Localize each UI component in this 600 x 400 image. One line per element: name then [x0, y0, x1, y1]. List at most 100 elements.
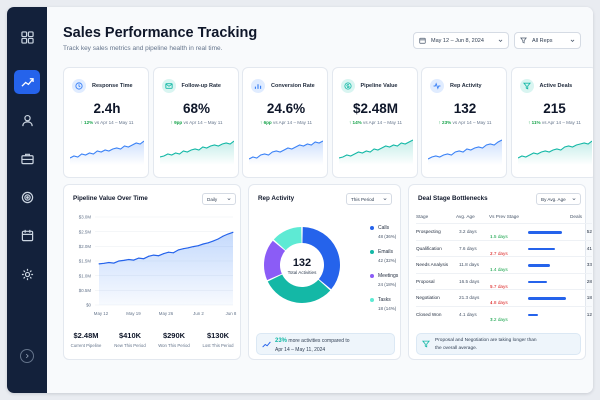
col-header-age: Avg. Age — [456, 214, 475, 219]
kpi-card-follow-up-rate[interactable]: Follow-up Rate 68% ↑ 9pp vs Apr 14 – May 1… — [152, 67, 240, 178]
chart-line-icon — [20, 77, 34, 87]
pipeline-point — [103, 262, 105, 264]
pipeline-stat: $130K Lost This Period — [198, 331, 238, 348]
x-tick-label: May 12 — [94, 311, 109, 316]
sparkline-area — [70, 141, 144, 165]
trend-up-icon — [262, 341, 271, 348]
kpi-card-pipeline-value[interactable]: Pipeline Value $2.48M ↑ 14% vs Apr 14 – Ma… — [331, 67, 419, 178]
legend-label: Emails — [378, 249, 394, 255]
sidebar — [7, 7, 47, 393]
kpi-card-conversion-rate[interactable]: Conversion Rate 24.6% ↑ 6pp vs Apr 14 – Ma… — [242, 67, 328, 178]
stat-label: Won This Period — [158, 343, 190, 348]
pulse-icon — [430, 79, 444, 93]
nav-deals[interactable] — [14, 146, 40, 170]
table-row[interactable]: Negotiation 21.3 days ↓ 4.8 days 18 — [416, 289, 592, 305]
legend-count: 42 — [378, 258, 384, 263]
date-range-picker[interactable]: May 12 – Jun 8, 2024 — [413, 32, 509, 49]
activity-period-value: This Period — [351, 196, 375, 202]
stage-deals: 33 — [586, 262, 592, 267]
sparkline-area — [517, 141, 592, 165]
stage-deals: 18 — [586, 295, 592, 300]
donut-slice-meetings[interactable] — [264, 240, 286, 281]
nav-dashboard[interactable] — [14, 25, 40, 49]
nav-goals[interactable] — [14, 185, 40, 209]
table-row[interactable]: Qualification 7.6 days ↓ 2.7 days 41 — [416, 239, 592, 256]
page-title: Sales Performance Tracking — [63, 25, 258, 41]
legend-item-calls: Calls 48 (36%) — [370, 225, 396, 239]
page-subtitle: Track key sales metrics and pipeline hea… — [63, 45, 223, 52]
main-content: Sales Performance Tracking Track key sal… — [47, 7, 593, 393]
rep-filter-value: All Reps — [532, 37, 553, 44]
bottleneck-sort-select[interactable]: By Avg. Age — [536, 193, 581, 205]
stage-bar — [528, 313, 538, 316]
legend-swatch — [370, 226, 374, 230]
pipeline-line — [98, 231, 234, 265]
stage-name: Closed Won — [416, 311, 442, 317]
stage-bar — [528, 264, 550, 267]
stage-deals: 28 — [586, 278, 592, 284]
legend-swatch — [370, 250, 374, 254]
pipeline-point — [163, 253, 165, 255]
nav-users[interactable] — [14, 108, 40, 132]
nav-analytics[interactable] — [14, 70, 40, 94]
legend-item-emails: Emails 42 (32%) — [370, 249, 396, 263]
x-tick-label: Jun 2 — [193, 311, 204, 316]
table-row[interactable]: Closed Won 4.1 days ↑ 3.2 days 12 — [416, 305, 592, 322]
pipeline-point — [197, 245, 199, 247]
sparkline-line — [249, 140, 323, 160]
bottleneck-insight: Proposal and Negotiation are taking long… — [416, 333, 581, 355]
pipeline-stat: $2.48M Current Pipeline — [66, 331, 106, 348]
pipeline-point — [153, 254, 155, 256]
stage-deals: 12 — [586, 311, 592, 317]
x-tick-label: May 26 — [159, 311, 174, 316]
dollar-icon — [340, 79, 355, 93]
donut-slice-tasks[interactable] — [273, 227, 302, 251]
collapse-sidebar-button[interactable] — [20, 349, 34, 363]
kpi-change: ↑ 9pp vs Apr 14 – May 11 — [154, 120, 240, 125]
sparkline-line — [338, 139, 413, 159]
x-tick-label: May 19 — [126, 311, 141, 316]
nav-settings[interactable] — [14, 262, 40, 286]
kpi-change-period: vs Apr 14 – May 11 — [273, 120, 312, 125]
stat-label: Current Pipeline — [70, 343, 102, 348]
donut-slice-emails[interactable] — [267, 274, 331, 303]
bottlenecks-title: Deal Stage Bottlenecks — [418, 195, 488, 202]
activity-insight-text: more activities compared to — [288, 338, 350, 344]
table-row[interactable]: Prospecting 3.2 days ↑ 1.5 days 52 — [416, 223, 592, 239]
kpi-value: 24.6% — [266, 101, 306, 116]
rep-filter[interactable]: All Reps — [514, 32, 581, 49]
stat-value: $2.48M — [73, 331, 99, 340]
granularity-select[interactable]: Daily — [202, 193, 236, 205]
pipeline-point — [133, 259, 135, 261]
activity-period-select[interactable]: This Period — [346, 193, 392, 205]
kpi-change-period: vs Apr 14 – May 11 — [452, 120, 492, 125]
kpi-card-response-time[interactable]: Response Time 2.4h ↑ 12% vs Apr 14 – May 1… — [63, 67, 149, 178]
stage-name: Qualification — [416, 245, 442, 251]
table-row[interactable]: Needs Analysis 11.8 days ↑ 1.4 days 33 — [416, 256, 592, 272]
pipeline-point — [177, 249, 179, 251]
granularity-value: Daily — [207, 196, 218, 202]
stage-bar — [528, 297, 566, 300]
chevron-down-icon — [498, 39, 503, 42]
sparkline-line — [517, 140, 592, 159]
arrow-up-icon: ↑ — [348, 120, 353, 125]
kpi-label: Active Deals — [539, 83, 573, 89]
kpi-change: ↑ 14% vs Apr 14 – May 11 — [333, 120, 419, 125]
kpi-sparkline — [249, 140, 323, 165]
arrow-up-icon: ↑ — [490, 316, 493, 322]
nav-calendar[interactable] — [14, 223, 40, 247]
kpi-card-rep-activity[interactable]: Rep Activity 132 ↑ 23% vs Apr 14 – May 11 — [421, 67, 507, 178]
donut-slice-calls[interactable] — [302, 227, 340, 290]
arrow-up-icon: ↑ — [528, 120, 532, 125]
table-row[interactable]: Proposal 16.5 days ↓ 5.7 days 28 — [416, 272, 592, 289]
activity-insight: 23% more activities compared to Apr 14 –… — [256, 333, 395, 355]
y-tick-label: $1.0M — [79, 273, 92, 278]
stage-name: Needs Analysis — [416, 262, 449, 267]
arrow-up-icon: ↑ — [490, 234, 493, 239]
kpi-card-active-deals[interactable]: Active Deals 215 ↑ 11% vs Apr 14 – May 11 — [510, 67, 593, 178]
kpi-label: Pipeline Value — [360, 83, 398, 89]
arrow-up-icon: ↑ — [80, 120, 85, 125]
bottleneck-insight-text2: the overall average. — [435, 346, 478, 351]
pipeline-point — [187, 247, 189, 249]
